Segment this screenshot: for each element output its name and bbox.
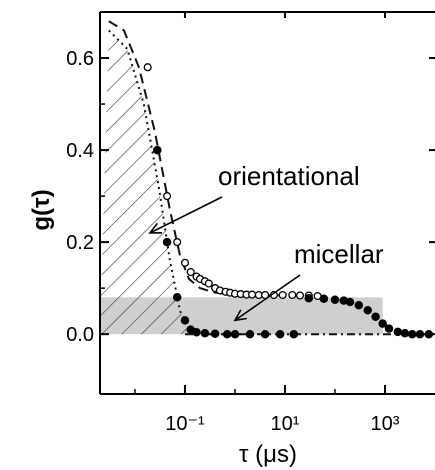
x-tick-label: 10³ xyxy=(371,413,400,435)
plot-content xyxy=(100,20,435,339)
data-point-filled xyxy=(345,297,355,307)
data-point-filled xyxy=(260,329,270,339)
data-point-filled xyxy=(162,237,172,247)
plot-area xyxy=(100,20,435,339)
data-point-filled xyxy=(172,293,182,302)
data-point-open xyxy=(180,258,190,267)
x-axis-label: τ (μs) xyxy=(239,441,297,468)
data-point-open xyxy=(278,290,287,300)
data-point-open xyxy=(248,290,257,299)
y-tick-label: 0.2 xyxy=(66,232,94,254)
data-point-filled xyxy=(200,328,210,338)
data-point-filled xyxy=(384,324,394,333)
data-point-filled xyxy=(210,329,220,338)
data-point-filled xyxy=(319,294,329,303)
data-point-filled xyxy=(407,329,417,339)
annotation-micellar: micellar xyxy=(294,239,384,269)
data-point-filled xyxy=(393,327,403,337)
y-axis-label: g(τ) xyxy=(28,189,55,230)
data-point-open xyxy=(143,63,152,72)
data-point-open xyxy=(295,291,305,300)
data-point-filled xyxy=(245,329,255,339)
data-point-filled xyxy=(275,329,285,339)
data-point-filled xyxy=(415,329,425,339)
data-point-filled xyxy=(354,300,364,310)
orientational-hatched-region xyxy=(100,30,200,335)
axes: 0.0 0.2 0.4 0.6 10⁻¹ 10¹ 10³ xyxy=(66,11,435,435)
data-point-open xyxy=(173,238,182,247)
data-point-filled xyxy=(330,295,340,304)
data-point-filled xyxy=(230,329,240,339)
annotation-arrow-micellar xyxy=(233,274,301,322)
data-point-open xyxy=(288,290,297,300)
data-point-filled xyxy=(304,294,314,303)
data-point-filled xyxy=(222,329,232,339)
data-point-filled xyxy=(363,305,372,315)
data-point-filled xyxy=(289,329,299,339)
data-point-filled xyxy=(153,145,162,155)
data-point-open xyxy=(186,267,195,277)
y-tick-label: 0.0 xyxy=(66,324,94,346)
x-tick-label: 10⁻¹ xyxy=(165,413,205,435)
data-point-open xyxy=(163,192,172,201)
data-point-filled xyxy=(400,328,410,338)
y-tick-label: 0.6 xyxy=(66,48,94,70)
x-tick-label: 10¹ xyxy=(271,413,300,435)
annotation-arrow-orientational xyxy=(148,196,223,234)
y-tick-label: 0.4 xyxy=(66,140,94,162)
data-point-filled xyxy=(192,328,201,337)
data-point-open xyxy=(204,279,213,288)
data-point-filled xyxy=(371,312,380,321)
annotation-orientational: orientational xyxy=(218,161,360,191)
data-point-filled xyxy=(180,316,190,325)
data-point-filled xyxy=(378,319,387,328)
